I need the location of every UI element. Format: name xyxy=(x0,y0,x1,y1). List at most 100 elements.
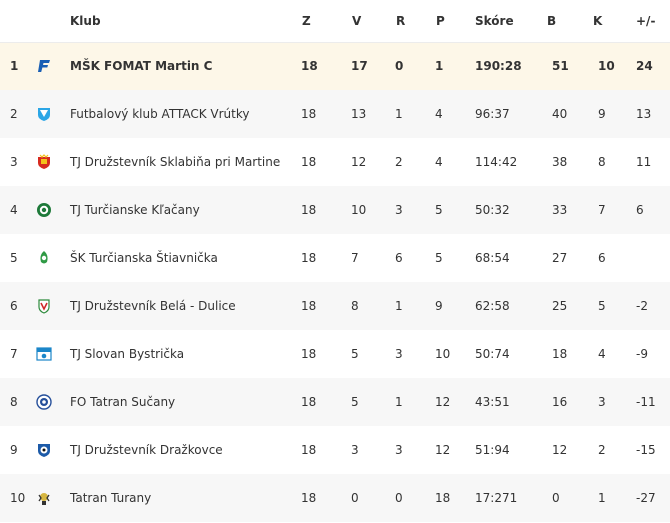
header-position xyxy=(0,0,36,43)
cell-difference: 24 xyxy=(636,42,670,90)
cell-difference: -9 xyxy=(636,347,648,361)
club-logo-cell xyxy=(36,138,70,186)
header-k[interactable]: K xyxy=(593,0,636,43)
club-logo-cell xyxy=(36,426,70,474)
club-logo-cell xyxy=(36,234,70,282)
cell-losses: 4 xyxy=(435,155,443,169)
header-wins[interactable]: V xyxy=(346,0,390,43)
cell-points: 25 xyxy=(547,282,593,330)
sklabina-crest-logo xyxy=(36,154,52,170)
row-position: 9 xyxy=(10,443,18,457)
club-name-link[interactable]: Tatran Turany xyxy=(70,474,296,522)
cell-score: 17:271 xyxy=(475,474,547,522)
attack-shield-logo xyxy=(36,106,52,122)
club-logo-cell xyxy=(36,90,70,138)
table-row[interactable]: 1 MŠK FOMAT Martin C 18 17 0 1 190:28 51 10 24 xyxy=(0,42,670,90)
cell-draws: 2 xyxy=(395,155,403,169)
cell-k: 5 xyxy=(593,282,636,330)
club-name-link[interactable]: MŠK FOMAT Martin C xyxy=(70,42,296,90)
cell-points: 0 xyxy=(547,474,593,522)
row-position: 3 xyxy=(10,155,18,169)
header-score[interactable]: Skóre xyxy=(475,0,547,43)
club-name-link[interactable]: Futbalový klub ATTACK Vrútky xyxy=(70,90,296,138)
cell-score: 190:28 xyxy=(475,42,547,90)
cell-difference: 6 xyxy=(636,186,670,234)
cell-difference: -27 xyxy=(636,474,670,522)
table-row[interactable]: 5 ŠK Turčianska Štiavnička 18 7 6 5 68:54 27 6 xyxy=(0,234,670,282)
cell-played: 18 xyxy=(301,155,317,169)
header-losses[interactable]: P xyxy=(430,0,475,43)
cell-points: 18 xyxy=(552,347,568,361)
cell-score: 96:37 xyxy=(475,90,547,138)
table-row[interactable]: 4 TJ Turčianske Kľačany 18 10 3 5 50:32 33 7 6 xyxy=(0,186,670,234)
cell-played: 18 xyxy=(301,251,317,265)
table-row[interactable]: 7 TJ Slovan Bystrička 18 5 3 10 50:74 18 4 -9 xyxy=(0,330,670,378)
header-difference[interactable]: +/- xyxy=(636,0,670,43)
cell-wins: 8 xyxy=(346,282,390,330)
cell-k: 7 xyxy=(593,186,636,234)
cell-draws: 3 xyxy=(390,186,430,234)
header-played[interactable]: Z xyxy=(296,0,346,43)
club-name-link[interactable]: TJ Turčianske Kľačany xyxy=(70,186,296,234)
table-row[interactable]: 9 TJ Družstevník Dražkovce 18 3 3 12 51:94 12 2 -… xyxy=(0,426,670,474)
cell-points: 12 xyxy=(552,443,568,457)
cell-score: 51:94 xyxy=(475,443,510,457)
cell-wins: 5 xyxy=(346,378,390,426)
club-logo-cell xyxy=(36,282,70,330)
club-name-link[interactable]: TJ Družstevník Dražkovce xyxy=(70,443,223,457)
cell-points: 33 xyxy=(547,186,593,234)
club-name-link[interactable]: ŠK Turčianska Štiavnička xyxy=(70,251,218,265)
table-row[interactable]: 3 TJ Družstevník Sklabiňa pri Martine 18 12… xyxy=(0,138,670,186)
cell-losses: 12 xyxy=(430,378,475,426)
header-points[interactable]: B xyxy=(547,0,593,43)
sucany-round-logo xyxy=(36,394,52,410)
cell-losses: 5 xyxy=(435,251,443,265)
cell-draws: 1 xyxy=(390,90,430,138)
cell-wins: 7 xyxy=(351,251,359,265)
cell-points: 38 xyxy=(552,155,568,169)
bystricka-logo xyxy=(36,346,52,362)
cell-difference: -15 xyxy=(636,443,656,457)
cell-losses: 12 xyxy=(435,443,451,457)
cell-draws: 0 xyxy=(390,42,430,90)
cell-played: 18 xyxy=(301,443,317,457)
cell-losses: 10 xyxy=(435,347,451,361)
club-name-link[interactable]: TJ Družstevník Sklabiňa pri Martine xyxy=(70,155,281,169)
row-position: 7 xyxy=(10,347,18,361)
cell-draws: 1 xyxy=(390,282,430,330)
row-position: 8 xyxy=(0,378,36,426)
bela-dulice-logo xyxy=(36,298,52,314)
table-row[interactable]: 2 Futbalový klub ATTACK Vrútky 18 13 1 4 96:37… xyxy=(0,90,670,138)
club-name-link[interactable]: TJ Družstevník Belá - Dulice xyxy=(70,282,296,330)
table-row[interactable]: 10 Tatran Turany 18 0 0 18 17:271 0 1 -27 xyxy=(0,474,670,522)
header-club[interactable]: Klub xyxy=(70,0,296,43)
klacany-round-logo xyxy=(36,202,52,218)
row-position: 5 xyxy=(10,251,18,265)
cell-draws: 6 xyxy=(395,251,403,265)
table-row[interactable]: 6 TJ Družstevník Belá - Dulice 18 8 1 9 62:58 2… xyxy=(0,282,670,330)
row-position: 4 xyxy=(0,186,36,234)
cell-wins: 13 xyxy=(346,90,390,138)
cell-played: 18 xyxy=(296,186,346,234)
cell-played: 18 xyxy=(296,42,346,90)
cell-score: 62:58 xyxy=(475,282,547,330)
cell-losses: 5 xyxy=(430,186,475,234)
club-name-link[interactable]: FO Tatran Sučany xyxy=(70,378,296,426)
cell-k: 9 xyxy=(593,90,636,138)
cell-played: 18 xyxy=(296,282,346,330)
cell-losses: 1 xyxy=(430,42,475,90)
cell-losses: 18 xyxy=(430,474,475,522)
cell-k: 3 xyxy=(593,378,636,426)
cell-losses: 9 xyxy=(430,282,475,330)
cell-difference: 11 xyxy=(636,155,652,169)
header-draws[interactable]: R xyxy=(390,0,430,43)
cell-score: 43:51 xyxy=(475,378,547,426)
table-row[interactable]: 8 FO Tatran Sučany 18 5 1 12 43:51 16 3 -11 xyxy=(0,378,670,426)
table-header-row: Klub Z V R P Skóre B K +/- xyxy=(0,0,670,43)
cell-k: 4 xyxy=(598,347,606,361)
row-position: 10 xyxy=(0,474,36,522)
drazkovce-shield-logo xyxy=(36,442,52,458)
cell-k: 2 xyxy=(598,443,606,457)
club-name-link[interactable]: TJ Slovan Bystrička xyxy=(70,347,185,361)
